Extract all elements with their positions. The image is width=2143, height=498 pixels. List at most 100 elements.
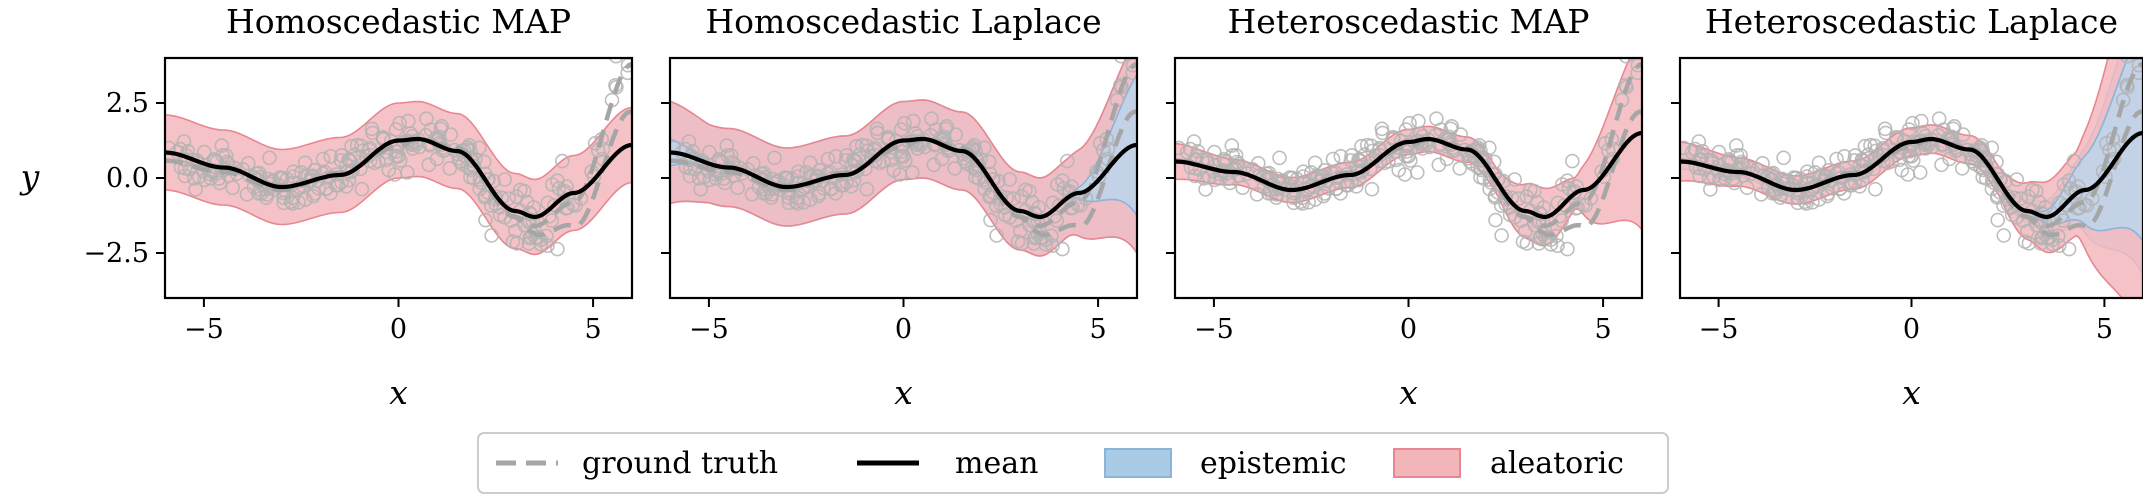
data-point — [1114, 58, 1129, 64]
data-point — [2061, 173, 2077, 188]
data-point — [802, 155, 818, 171]
data-point — [682, 161, 698, 176]
data-point — [1729, 138, 1744, 153]
data-point — [1179, 144, 1195, 160]
data-point — [1452, 161, 1467, 176]
data-point — [461, 138, 477, 153]
data-point — [1754, 187, 1769, 202]
data-point — [1852, 179, 1867, 194]
data-point — [1977, 152, 1992, 168]
data-point — [595, 141, 611, 157]
x-tick-label: −5 — [184, 314, 224, 345]
data-point — [1207, 144, 1222, 160]
data-point — [1018, 182, 1033, 198]
data-point — [1010, 234, 1026, 249]
data-point — [939, 119, 955, 134]
data-point — [1906, 153, 1921, 168]
data-point — [1507, 172, 1522, 187]
x-axis-label: x — [1399, 373, 1418, 412]
data-point — [983, 212, 998, 228]
data-point — [1175, 140, 1186, 156]
data-point — [285, 169, 301, 184]
data-point — [2066, 153, 2082, 169]
data-point — [1776, 150, 1791, 166]
data-point — [1825, 181, 1840, 196]
data-point — [989, 228, 1004, 243]
data-point — [258, 190, 274, 205]
data-point — [1829, 151, 1844, 167]
data-point — [1340, 178, 1356, 193]
data-point — [1444, 119, 1459, 134]
data-point — [977, 181, 992, 197]
legend: ground truth mean epistemic aleatoric — [477, 432, 1669, 494]
data-point — [1272, 150, 1287, 166]
data-point — [497, 172, 513, 187]
panel-3: Heteroscedastic MAP −5 0 5 x — [1166, 2, 1644, 412]
y-tick-label: 0.0 — [106, 163, 149, 194]
data-point — [344, 138, 359, 154]
data-point — [1912, 165, 1928, 180]
legend-item-epistemic: epistemic — [1104, 446, 1347, 481]
panels: Homoscedastic MAP−5 0 52.50.0−2.5xyHomosce… — [19, 2, 2143, 412]
data-point — [790, 169, 806, 184]
data-point — [1403, 153, 1418, 168]
data-point — [859, 181, 875, 197]
data-point — [2068, 186, 2083, 201]
data-point — [1013, 223, 1028, 239]
x-tick-label: −5 — [1699, 314, 1739, 345]
data-point — [1560, 173, 1575, 188]
y-tick-label: 2.5 — [106, 88, 149, 119]
data-point — [843, 179, 859, 194]
data-point — [354, 138, 369, 154]
data-point — [323, 149, 339, 164]
data-point — [816, 181, 831, 196]
data-point — [297, 155, 313, 171]
data-point — [1680, 140, 1691, 156]
data-point — [790, 190, 805, 206]
data-point — [2131, 65, 2143, 81]
panel-title: Homoscedastic MAP — [226, 2, 571, 41]
data-point — [1811, 155, 1827, 171]
x-axis-label: x — [1902, 373, 1921, 412]
x-tick-label: −5 — [689, 314, 729, 345]
data-point — [1789, 170, 1804, 186]
data-point — [1474, 152, 1490, 168]
data-point — [341, 153, 357, 168]
y-axis-label: y — [19, 157, 40, 196]
panel-2: Homoscedastic Laplace −5 0 5 x — [661, 2, 1139, 412]
panel-title: Homoscedastic Laplace — [705, 2, 1101, 41]
data-point — [1565, 153, 1580, 169]
data-point — [423, 122, 439, 137]
data-point — [1947, 119, 1962, 134]
data-point — [849, 138, 864, 154]
data-point — [859, 138, 874, 154]
data-point — [820, 151, 836, 167]
data-point — [1727, 175, 1742, 191]
data-point — [338, 179, 354, 194]
data-point — [262, 150, 277, 166]
data-point — [1333, 186, 1348, 201]
data-point — [1249, 187, 1265, 202]
data-point — [1295, 196, 1310, 211]
data-point — [275, 170, 290, 186]
data-point — [1847, 153, 1862, 168]
data-point — [176, 134, 192, 149]
data-point — [730, 180, 746, 195]
data-point — [869, 121, 885, 137]
data-point — [1354, 138, 1369, 154]
data-point — [1511, 191, 1526, 206]
data-point — [399, 165, 415, 180]
legend-item-ground-truth: ground truth — [496, 446, 778, 481]
data-point — [1321, 181, 1336, 196]
data-point — [1837, 149, 1852, 164]
data-point — [1692, 161, 1708, 176]
data-point — [780, 170, 795, 186]
data-point — [1224, 138, 1240, 153]
x-axis-label: x — [894, 373, 913, 412]
x-tick-label: 0 — [1400, 314, 1417, 345]
data-point — [214, 138, 230, 153]
data-point — [239, 187, 255, 202]
data-point — [846, 153, 862, 168]
data-point — [1684, 144, 1700, 160]
data-point — [897, 115, 912, 131]
